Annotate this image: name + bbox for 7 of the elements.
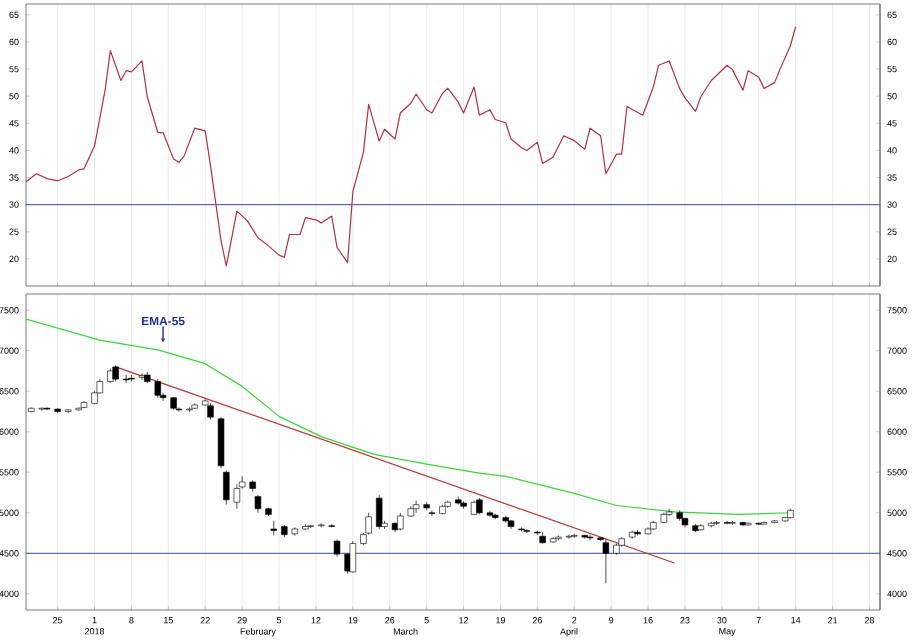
candlestick xyxy=(217,416,225,469)
candlestick xyxy=(428,509,436,517)
line-series xyxy=(26,318,791,515)
candlestick xyxy=(270,520,277,536)
candlestick xyxy=(138,373,146,381)
line-series xyxy=(26,26,797,267)
candlestick xyxy=(349,540,357,574)
